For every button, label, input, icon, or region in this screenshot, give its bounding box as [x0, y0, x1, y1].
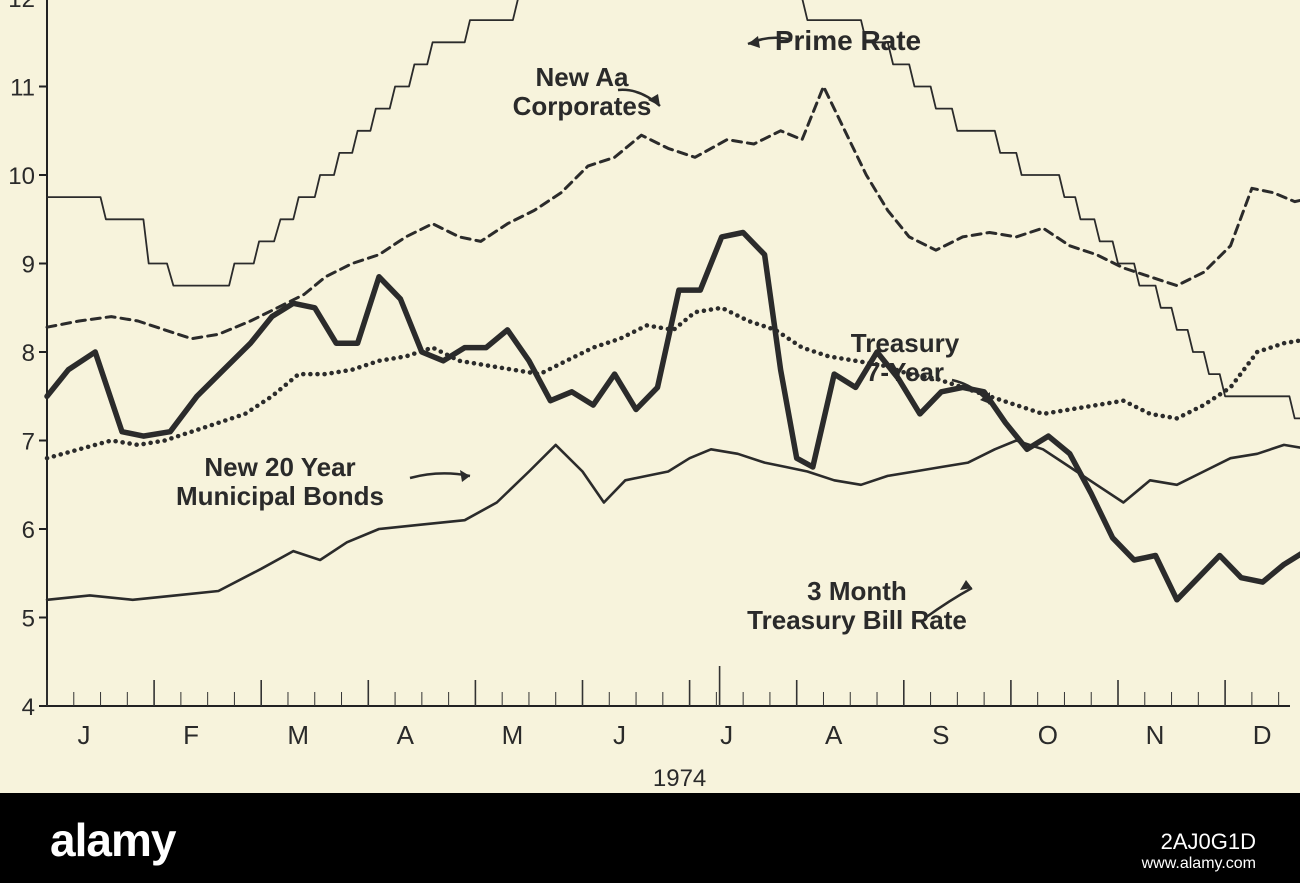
image-id: 2AJ0G1D [1160, 829, 1256, 854]
series-line-0 [46, 0, 1300, 420]
arrowhead-3 [960, 580, 972, 590]
series-label-3: Treasury Bill Rate [747, 605, 967, 635]
y-tick-label: 8 [22, 340, 35, 367]
series-line-1 [45, 85, 1300, 341]
y-tick-label: 4 [22, 694, 35, 721]
x-month-label: O [1038, 720, 1058, 750]
series-label-0: Prime Rate [775, 25, 921, 56]
series-line-4 [45, 439, 1300, 602]
series-label-1: Corporates [513, 91, 652, 121]
x-month-label: A [397, 720, 415, 750]
x-month-label: M [502, 720, 524, 750]
x-year-label: 1974 [653, 765, 706, 792]
arrowhead-0 [748, 36, 760, 48]
arrowhead-4 [460, 470, 470, 482]
arrowhead-1 [648, 94, 660, 106]
alamy-logo: alamy [50, 814, 176, 866]
y-tick-label: 10 [8, 163, 35, 190]
x-month-label: N [1146, 720, 1165, 750]
x-month-label: J [78, 720, 91, 750]
series-label-2: 7-Year [866, 357, 944, 387]
series-label-2: Treasury [851, 328, 960, 358]
arrowhead-2 [980, 392, 990, 404]
series-label-4: New 20 Year [204, 452, 355, 482]
series-line-2 [44, 305, 1300, 461]
y-tick-label: 5 [22, 606, 35, 633]
series-line-3 [44, 229, 1300, 603]
series-label-3: 3 Month [807, 576, 907, 606]
axes: 456789101112JFMAMJJASONDJFMAMJ19741975 [8, 0, 1290, 792]
x-month-label: J [613, 720, 626, 750]
y-tick-label: 9 [22, 252, 35, 279]
y-tick-label: 6 [22, 517, 35, 544]
y-tick-label: 11 [10, 75, 35, 102]
x-month-label: D [1253, 720, 1272, 750]
site-url: www.alamy.com [1141, 855, 1256, 872]
x-month-label: A [825, 720, 843, 750]
x-month-label: F [183, 720, 199, 750]
x-month-label: M [287, 720, 309, 750]
series-label-4: Municipal Bonds [176, 481, 384, 511]
x-month-label: J [720, 720, 733, 750]
rates-chart: 456789101112JFMAMJJASONDJFMAMJ19741975 P… [8, 0, 1300, 792]
watermark-bar: alamy 2AJ0G1D www.alamy.com [0, 793, 1300, 883]
series-layer [44, 0, 1300, 603]
y-tick-label: 12 [8, 0, 35, 13]
y-tick-label: 7 [22, 429, 35, 456]
x-month-label: S [932, 720, 949, 750]
series-label-1: New Aa [536, 62, 629, 92]
label-arrow-3 [924, 586, 973, 620]
